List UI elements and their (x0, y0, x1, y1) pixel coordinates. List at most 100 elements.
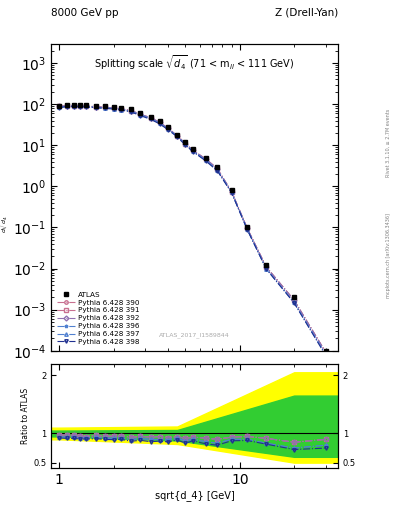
Pythia 6.428 396 (148, 115, 153, 121)
ATLAS (183, 139, 188, 145)
Pythia 6.428 396 (103, 105, 108, 111)
Pythia 6.428 398 (204, 158, 208, 164)
ATLAS (77, 102, 82, 108)
Pythia 6.428 390 (191, 147, 195, 154)
Text: Rivet 3.1.10, ≥ 2.7M events: Rivet 3.1.10, ≥ 2.7M events (386, 109, 391, 178)
Pythia 6.428 391 (119, 106, 123, 112)
Pythia 6.428 390 (245, 225, 250, 231)
Pythia 6.428 398 (57, 104, 62, 111)
Pythia 6.428 390 (148, 115, 153, 121)
Pythia 6.428 396 (71, 103, 76, 110)
Pythia 6.428 390 (71, 102, 76, 109)
Pythia 6.428 398 (148, 116, 153, 122)
Pythia 6.428 396 (245, 226, 250, 232)
Pythia 6.428 392 (183, 140, 188, 146)
Pythia 6.428 392 (175, 133, 180, 139)
Pythia 6.428 392 (165, 125, 170, 131)
Pythia 6.428 392 (323, 350, 328, 356)
Pythia 6.428 390 (323, 350, 328, 356)
Pythia 6.428 391 (183, 140, 188, 146)
Pythia 6.428 391 (71, 102, 76, 109)
Pythia 6.428 398 (94, 104, 99, 111)
Pythia 6.428 391 (229, 188, 234, 195)
ATLAS (175, 132, 180, 138)
Pythia 6.428 396 (183, 141, 188, 147)
ATLAS (148, 114, 153, 120)
Pythia 6.428 392 (245, 225, 250, 231)
Pythia 6.428 397 (229, 189, 234, 195)
Pythia 6.428 390 (77, 103, 82, 109)
Pythia 6.428 398 (229, 189, 234, 196)
Pythia 6.428 390 (103, 104, 108, 111)
Pythia 6.428 396 (94, 104, 99, 111)
Pythia 6.428 397 (103, 105, 108, 111)
Text: Splitting scale $\sqrt{d_4}$ (71 < m$_{ll}$ < 111 GeV): Splitting scale $\sqrt{d_4}$ (71 < m$_{l… (94, 53, 295, 72)
Pythia 6.428 397 (71, 103, 76, 110)
Pythia 6.428 390 (183, 140, 188, 146)
Pythia 6.428 392 (77, 103, 82, 109)
Pythia 6.428 392 (264, 264, 268, 270)
Pythia 6.428 396 (119, 106, 123, 113)
Pythia 6.428 391 (191, 147, 195, 154)
Text: mcplots.cern.ch [arXiv:1306.3436]: mcplots.cern.ch [arXiv:1306.3436] (386, 214, 391, 298)
Line: ATLAS: ATLAS (57, 103, 328, 353)
Pythia 6.428 391 (148, 115, 153, 121)
Text: 8000 GeV pp: 8000 GeV pp (51, 8, 119, 18)
Pythia 6.428 392 (292, 297, 296, 303)
Pythia 6.428 396 (175, 133, 180, 139)
Pythia 6.428 390 (175, 133, 180, 139)
Pythia 6.428 390 (165, 125, 170, 131)
Pythia 6.428 398 (77, 104, 82, 110)
Pythia 6.428 397 (57, 104, 62, 110)
ATLAS (264, 262, 268, 268)
Pythia 6.428 398 (191, 148, 195, 155)
Pythia 6.428 397 (148, 115, 153, 121)
Text: Z (Drell-Yan): Z (Drell-Yan) (275, 8, 338, 18)
Pythia 6.428 390 (264, 264, 268, 270)
ATLAS (83, 102, 88, 108)
Pythia 6.428 390 (138, 111, 142, 117)
Pythia 6.428 398 (129, 109, 134, 115)
Pythia 6.428 391 (77, 103, 82, 109)
ATLAS (245, 224, 250, 230)
Line: Pythia 6.428 396: Pythia 6.428 396 (58, 104, 328, 356)
Pythia 6.428 392 (103, 104, 108, 111)
Pythia 6.428 396 (157, 120, 162, 126)
Pythia 6.428 397 (157, 120, 162, 126)
Pythia 6.428 391 (83, 103, 88, 109)
Pythia 6.428 396 (138, 112, 142, 118)
Pythia 6.428 390 (119, 106, 123, 112)
Pythia 6.428 397 (165, 126, 170, 132)
Pythia 6.428 397 (323, 352, 328, 358)
Pythia 6.428 392 (119, 106, 123, 112)
Pythia 6.428 391 (264, 264, 268, 270)
Pythia 6.428 392 (71, 102, 76, 109)
Pythia 6.428 392 (129, 108, 134, 114)
ATLAS (215, 164, 220, 170)
Pythia 6.428 391 (165, 125, 170, 131)
Pythia 6.428 398 (183, 142, 188, 148)
Pythia 6.428 392 (204, 156, 208, 162)
Pythia 6.428 396 (215, 167, 220, 173)
Pythia 6.428 396 (111, 105, 116, 112)
Pythia 6.428 390 (64, 102, 69, 109)
Pythia 6.428 398 (175, 134, 180, 140)
Pythia 6.428 397 (83, 103, 88, 110)
Pythia 6.428 390 (215, 165, 220, 172)
ATLAS (165, 124, 170, 130)
Pythia 6.428 392 (229, 188, 234, 195)
Pythia 6.428 398 (71, 103, 76, 110)
Pythia 6.428 398 (292, 300, 296, 306)
ATLAS (119, 105, 123, 111)
Pythia 6.428 397 (204, 157, 208, 163)
Pythia 6.428 390 (129, 108, 134, 114)
ATLAS (64, 102, 69, 108)
Y-axis label: Ratio to ATLAS: Ratio to ATLAS (21, 388, 30, 444)
Pythia 6.428 390 (83, 103, 88, 109)
Pythia 6.428 391 (94, 103, 99, 110)
Pythia 6.428 398 (323, 353, 328, 359)
Pythia 6.428 391 (175, 133, 180, 139)
Pythia 6.428 390 (292, 297, 296, 303)
Pythia 6.428 397 (175, 133, 180, 139)
Pythia 6.428 398 (111, 106, 116, 112)
